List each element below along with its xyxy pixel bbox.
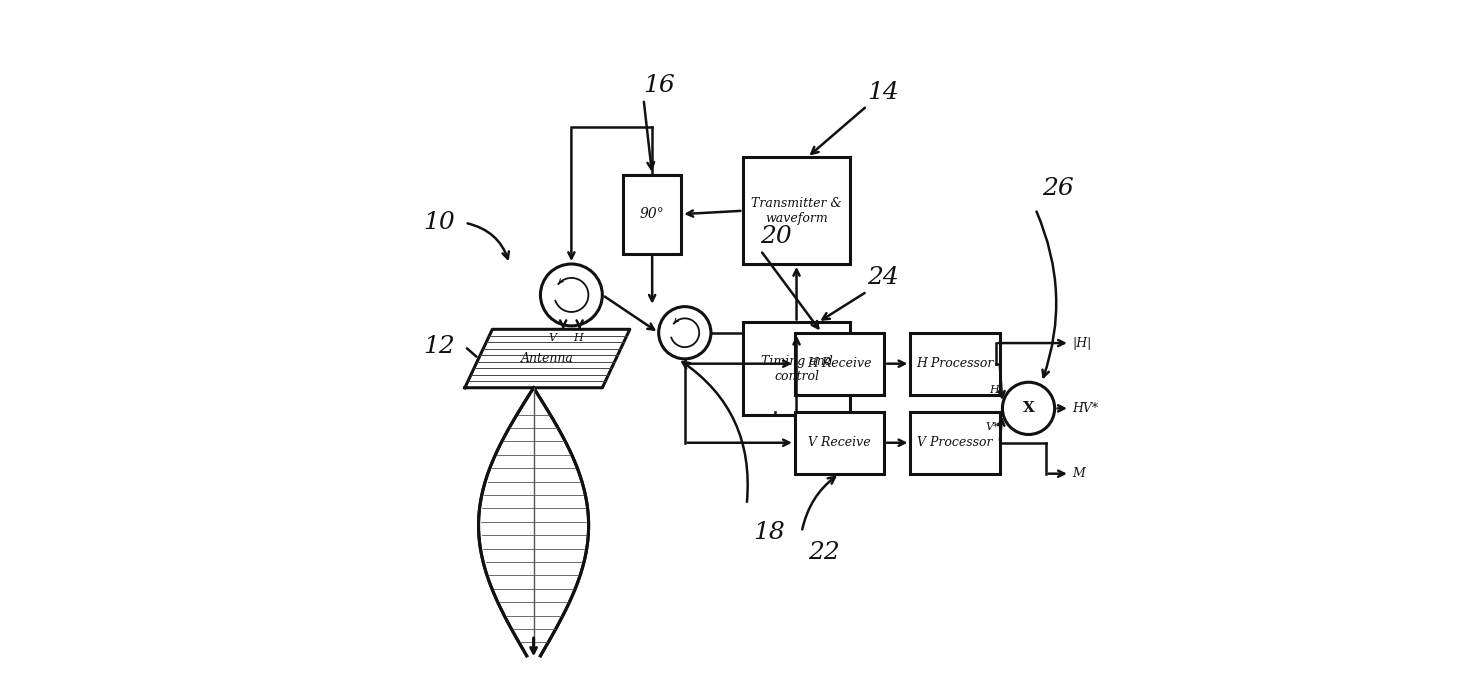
Text: V*: V* xyxy=(985,422,999,432)
Text: |H|: |H| xyxy=(1072,337,1091,349)
Bar xyxy=(743,157,849,264)
Polygon shape xyxy=(465,329,630,388)
Text: H Receive: H Receive xyxy=(807,357,871,370)
Text: H Processor: H Processor xyxy=(916,357,994,370)
Bar xyxy=(795,333,884,394)
Text: V Processor: V Processor xyxy=(918,436,992,449)
Polygon shape xyxy=(479,388,588,656)
Text: V Receive: V Receive xyxy=(808,436,871,449)
Text: 24: 24 xyxy=(867,266,899,289)
Text: HV*: HV* xyxy=(1072,402,1099,415)
Text: 26: 26 xyxy=(1042,177,1074,200)
Text: 14: 14 xyxy=(867,80,899,104)
Text: M: M xyxy=(1072,467,1085,480)
Bar xyxy=(910,412,999,474)
Text: 22: 22 xyxy=(808,541,840,564)
Bar xyxy=(910,333,999,394)
Text: X: X xyxy=(1023,401,1034,415)
Text: 18: 18 xyxy=(753,520,785,543)
Text: 20: 20 xyxy=(760,225,792,248)
Circle shape xyxy=(1002,383,1055,435)
Text: Transmitter &
waveform: Transmitter & waveform xyxy=(751,197,842,225)
Text: H: H xyxy=(573,333,584,343)
Text: V: V xyxy=(549,333,557,343)
Bar xyxy=(795,412,884,474)
Text: 10: 10 xyxy=(423,211,455,234)
Bar xyxy=(623,175,681,254)
Text: Timing and
control: Timing and control xyxy=(760,355,833,383)
Text: H: H xyxy=(989,385,999,394)
Circle shape xyxy=(658,306,711,359)
Text: Antenna: Antenna xyxy=(521,352,573,365)
Bar xyxy=(743,322,849,415)
Text: 90°: 90° xyxy=(641,207,664,221)
Text: 16: 16 xyxy=(643,73,676,97)
Text: 12: 12 xyxy=(423,335,455,358)
Circle shape xyxy=(540,264,603,326)
